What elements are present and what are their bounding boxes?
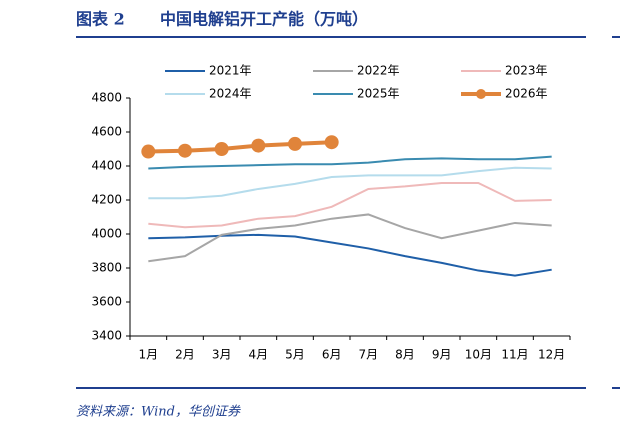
series-line xyxy=(148,166,552,200)
marker xyxy=(214,142,229,156)
legend-label: 2025年 xyxy=(357,87,400,101)
x-tick-label: 7月 xyxy=(359,348,379,362)
source: 资料来源：Wind，华创证券 xyxy=(76,405,241,420)
x-tick-label: 5月 xyxy=(285,348,305,362)
y-tick-label: 4000 xyxy=(91,227,122,241)
y-tick-label: 4200 xyxy=(91,193,122,207)
x-tick-label: 11月 xyxy=(501,348,528,362)
marker xyxy=(251,138,266,153)
marker xyxy=(288,136,302,151)
marker xyxy=(178,143,192,158)
y-tick-label: 3400 xyxy=(91,329,122,343)
x-tick-label: 3月 xyxy=(212,348,232,362)
x-tick-label: 12月 xyxy=(538,348,565,362)
x-tick-label: 2月 xyxy=(175,348,195,362)
series-line xyxy=(148,140,332,154)
series-line xyxy=(148,182,552,229)
legend-label: 2026年 xyxy=(505,87,548,101)
x-tick-label: 1月 xyxy=(139,348,159,362)
figure-label: 图表 2 xyxy=(76,10,125,29)
y-tick-label: 3600 xyxy=(91,295,122,309)
y-tick-label: 3800 xyxy=(91,261,122,275)
x-tick-label: 10月 xyxy=(465,348,492,362)
legend-marker xyxy=(476,89,486,99)
series-line xyxy=(148,233,552,277)
marker xyxy=(324,135,339,150)
y-tick-label: 4400 xyxy=(91,159,122,173)
x-tick-label: 9月 xyxy=(432,348,452,362)
chart-title: 中国电解铝开工产能（万吨） xyxy=(160,10,368,29)
y-tick-label: 4600 xyxy=(91,125,122,139)
x-tick-label: 4月 xyxy=(249,348,269,362)
x-tick-label: 6月 xyxy=(322,348,342,362)
series-line xyxy=(148,155,552,170)
legend-label: 2023年 xyxy=(505,64,548,78)
marker xyxy=(141,144,156,159)
legend-label: 2024年 xyxy=(209,87,252,101)
y-tick-label: 4800 xyxy=(91,91,122,105)
legend-label: 2022年 xyxy=(357,64,400,78)
series-line xyxy=(148,213,552,263)
x-tick-label: 8月 xyxy=(395,348,415,362)
legend-label: 2021年 xyxy=(209,64,252,78)
